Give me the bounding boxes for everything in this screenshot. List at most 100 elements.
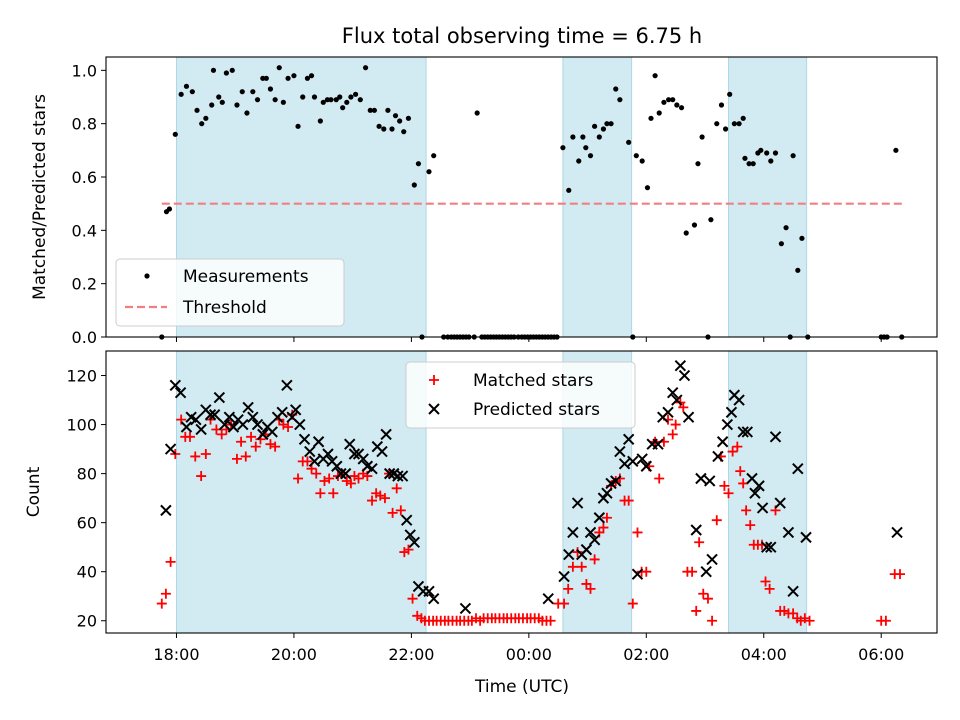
measurement-point — [280, 99, 286, 105]
measurement-point — [194, 107, 200, 113]
predicted-stars-point — [423, 585, 435, 598]
measurement-point — [189, 89, 195, 95]
measurement-point — [893, 147, 899, 153]
predicted-stars-point — [891, 526, 903, 539]
matched-stars-point — [545, 615, 556, 626]
measurement-point — [219, 99, 225, 105]
measurement-point — [566, 187, 572, 193]
matched-stars-point — [614, 473, 625, 484]
predicted-stars-point — [671, 394, 683, 406]
predicted-stars-point — [704, 475, 716, 487]
predicted-stars-point — [281, 379, 293, 392]
matched-stars-point — [196, 471, 207, 482]
predicted-stars-point — [695, 472, 707, 485]
legend-matched-label: Matched stars — [473, 371, 593, 391]
matched-stars-point — [670, 419, 681, 430]
measurement-point — [276, 65, 282, 71]
matched-stars-point — [702, 593, 713, 604]
plot-area — [156, 360, 906, 626]
measurement-point — [239, 89, 245, 95]
measurement-point — [426, 169, 432, 175]
predicted-stars-point — [308, 455, 321, 468]
measurement-point — [596, 134, 602, 140]
matched-stars-point — [324, 473, 335, 484]
x-tick-label: 18:00 — [153, 645, 199, 664]
measurement-point — [311, 94, 318, 100]
measurement-point — [229, 67, 235, 73]
measurement-point — [683, 230, 689, 236]
measurement-point — [340, 105, 346, 111]
measurement-point — [300, 94, 306, 100]
measurement-point — [397, 118, 403, 124]
measurement-point — [661, 99, 667, 105]
measurement-point — [656, 110, 662, 116]
matched-stars-point — [156, 598, 167, 609]
measurement-point — [371, 107, 377, 113]
matched-stars-point — [760, 576, 771, 587]
predicted-stars-point — [304, 445, 316, 458]
measurement-point — [183, 83, 190, 89]
predicted-stars-point — [716, 436, 729, 448]
matched-stars-point — [723, 488, 734, 499]
measurement-point — [608, 121, 614, 127]
y-tick-label: 0.6 — [72, 168, 97, 187]
y-tick-label: 120 — [66, 367, 97, 386]
legend-predicted-label: Predicted stars — [473, 400, 600, 420]
matched-stars-point — [407, 593, 418, 604]
y-tick-label: 0.0 — [72, 328, 97, 347]
matched-stars-point — [678, 402, 689, 413]
matched-stars-point — [240, 451, 251, 462]
matched-stars-point — [895, 569, 906, 580]
predicted-stars-point — [392, 470, 404, 482]
x-tick-label: 22:00 — [388, 645, 434, 664]
bottom-panel-counts: 20 40 60 80 100 120 18:00 20:00 22:00 00:00 02:00 0… — [24, 350, 938, 664]
measurement-point — [758, 147, 764, 153]
predicted-stars-point — [601, 487, 613, 499]
measurement-point — [570, 134, 576, 140]
matched-stars-point — [200, 448, 211, 459]
predicted-stars-point — [678, 369, 691, 382]
measurement-point — [357, 97, 363, 103]
measurement-point — [474, 110, 480, 116]
predicted-stars-point — [737, 426, 749, 438]
predicted-stars-point — [558, 570, 570, 583]
measurement-point — [320, 99, 326, 105]
measurement-point — [244, 110, 250, 116]
measurement-point — [592, 123, 598, 129]
measurement-point — [678, 105, 685, 111]
measurement-point — [576, 158, 582, 164]
y-tick-label: 0.2 — [72, 275, 97, 294]
measurement-point — [223, 70, 229, 76]
predicted-stars-point — [331, 460, 343, 472]
legend: Measurements Threshold — [115, 258, 345, 327]
measurement-point — [652, 73, 658, 79]
y-tick-label: 1.0 — [72, 61, 97, 80]
measurement-point — [392, 113, 399, 119]
predicted-stars-point — [160, 504, 172, 517]
matched-stars-point — [589, 554, 600, 565]
predicted-stars-point — [542, 592, 554, 605]
measurement-point — [250, 89, 256, 95]
matched-stars-point — [563, 583, 574, 594]
matched-stars-point — [711, 515, 722, 526]
legend-box — [115, 258, 345, 327]
predicted-stars-point — [174, 386, 187, 399]
predicted-stars-point — [213, 391, 226, 404]
predicted-stars-point — [765, 541, 777, 553]
measurement-point — [304, 75, 311, 81]
measurement-point — [648, 115, 654, 121]
measurement-point — [267, 86, 274, 92]
measurement-point — [333, 97, 339, 103]
predicted-stars-point — [380, 428, 392, 441]
predicted-stars-point — [266, 426, 278, 438]
matched-stars-point — [641, 566, 652, 577]
matched-stars-point — [283, 422, 294, 433]
measurement-point — [795, 267, 801, 273]
predicted-stars-point — [298, 433, 311, 445]
measurement-point — [580, 134, 586, 140]
predicted-stars-point — [580, 543, 593, 556]
predicted-stars-point — [756, 502, 769, 514]
matched-stars-point — [270, 441, 281, 452]
matched-stars-point — [576, 561, 587, 572]
